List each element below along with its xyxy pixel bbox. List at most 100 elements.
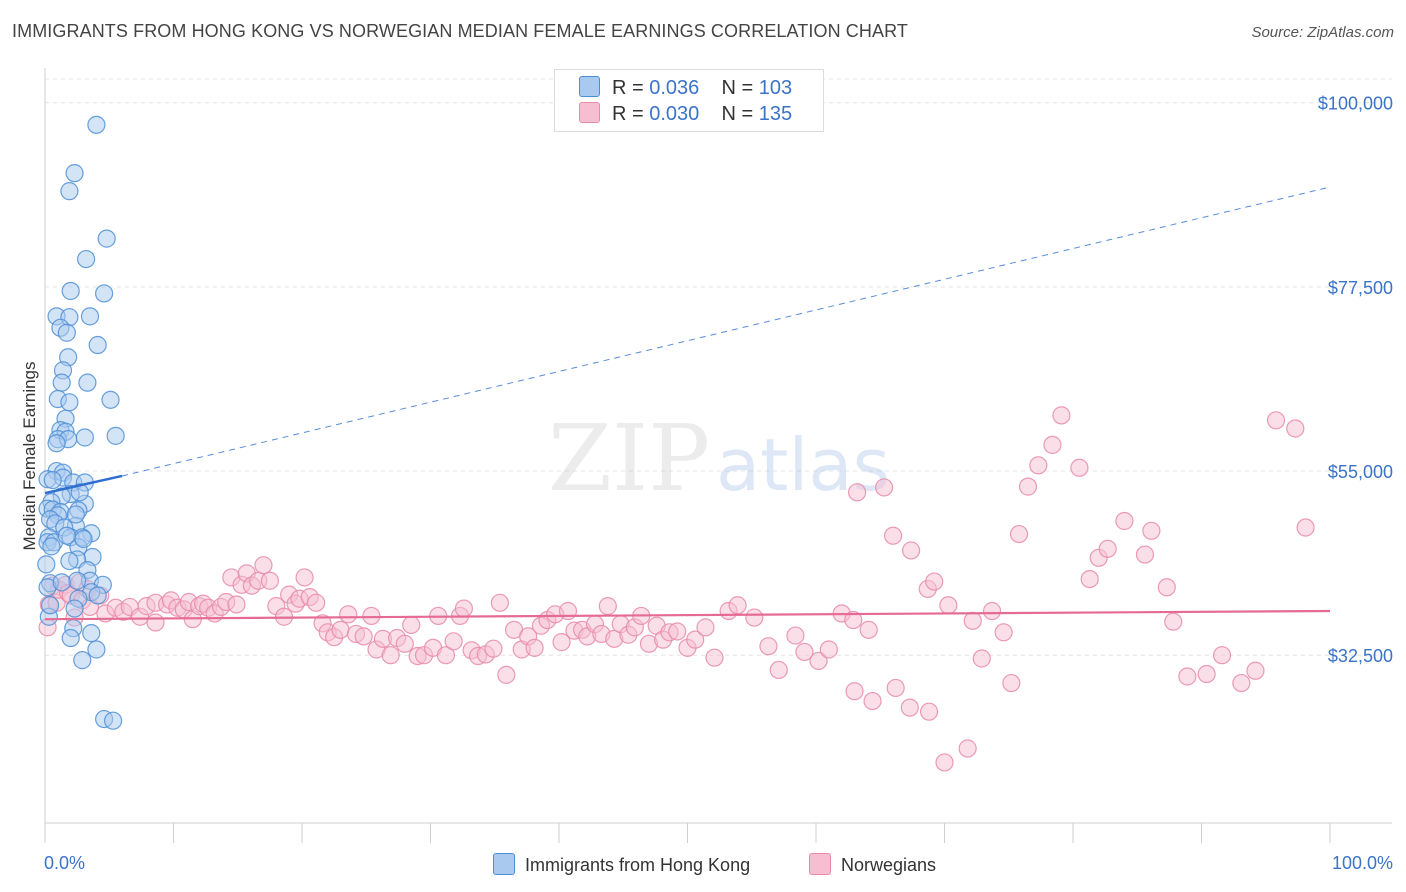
norwegians-point: [1043, 435, 1062, 454]
legend-row-norwegians: R = 0.030 N = 135: [579, 102, 792, 126]
norwegians-point: [863, 691, 882, 711]
y-tick-label: $32,500: [1328, 646, 1393, 666]
norwegians-point: [1197, 664, 1216, 684]
hong-kong-point: [77, 249, 96, 269]
hong-kong-point: [75, 428, 94, 447]
norwegians-point: [362, 606, 381, 626]
norwegians-point: [939, 596, 958, 615]
hong-kong-trend-extension: [121, 186, 1331, 477]
norwegians-point: [786, 626, 805, 645]
hong-kong-point: [78, 373, 97, 392]
norwegians-point: [497, 665, 516, 684]
hong-kong-point: [47, 434, 66, 453]
norwegians-point: [769, 660, 788, 680]
norwegians-point: [982, 601, 1002, 621]
hong-kong-points: [37, 115, 125, 730]
norwegians-point: [1052, 406, 1071, 425]
hong-kong-point: [65, 599, 84, 618]
watermark-zip: ZIP: [548, 405, 710, 512]
hong-kong-point: [60, 182, 79, 201]
hong-kong-point: [60, 393, 79, 412]
legend-item-norwegians[interactable]: Norwegians: [809, 853, 936, 876]
x-tick-label-end: 100.0%: [1332, 853, 1393, 873]
norwegians-point: [795, 642, 814, 662]
r-value: 0.036: [649, 77, 700, 99]
source-credit: Source: ZipAtlas.com: [1251, 24, 1394, 41]
norwegians-point: [1178, 667, 1197, 686]
x-tick-label-start: 0.0%: [44, 853, 85, 873]
norwegians-point: [1266, 411, 1286, 430]
legend-label: Immigrants from Hong Kong: [525, 855, 751, 875]
norwegians-points: [38, 406, 1315, 772]
hong-kong-point: [66, 505, 85, 524]
norwegians-point: [919, 702, 939, 721]
norwegians-point: [598, 597, 617, 616]
norwegians-point: [886, 678, 905, 698]
hong-kong-point: [73, 651, 92, 670]
norwegians-point: [728, 596, 747, 615]
r-value: 0.030: [649, 103, 700, 125]
hong-kong-trend-line: [44, 474, 123, 495]
norwegians-point: [1296, 518, 1315, 537]
norwegians-point: [1157, 578, 1176, 597]
norwegians-point: [859, 620, 878, 639]
legend-item-hong-kong[interactable]: Immigrants from Hong Kong: [493, 853, 750, 876]
hong-kong-point: [42, 537, 61, 556]
norwegians-point: [1070, 458, 1089, 477]
norwegians-point: [848, 483, 867, 502]
norwegians-point: [875, 478, 894, 497]
chart-title: IMMIGRANTS FROM HONG KONG VS NORWEGIAN M…: [12, 21, 908, 41]
hong-kong-point: [43, 470, 62, 490]
hong-kong-point: [52, 573, 71, 592]
hong-kong-point: [104, 711, 123, 730]
watermark: ZIP atlas: [548, 405, 890, 512]
y-tick-label: $77,500: [1328, 278, 1393, 298]
legend-swatch-pink: [809, 853, 831, 875]
norwegians-point: [146, 613, 165, 632]
y-tick-label: $55,000: [1328, 462, 1393, 482]
norwegians-point: [819, 640, 838, 659]
hong-kong-point: [87, 115, 106, 134]
legend-swatch-blue: [579, 76, 600, 97]
trend-lines: [44, 186, 1331, 621]
norwegians-point: [1018, 477, 1038, 496]
norwegians-point: [381, 646, 400, 665]
norwegians-point: [1164, 612, 1183, 631]
norwegians-point: [1002, 673, 1021, 693]
norwegians-point: [745, 608, 764, 627]
n-label: N =: [721, 77, 759, 99]
hong-kong-point: [60, 551, 79, 571]
hong-kong-point: [61, 281, 80, 301]
hong-kong-point: [87, 640, 106, 659]
hong-kong-point: [97, 229, 116, 248]
x-tick-labels: 0.0% 100.0%: [44, 853, 1393, 873]
norwegians-point: [484, 639, 503, 658]
norwegians-point: [705, 648, 724, 667]
norwegians-point: [668, 622, 687, 641]
norwegians-point: [525, 638, 544, 657]
norwegians-point: [1080, 569, 1099, 589]
hong-kong-point: [52, 373, 71, 392]
norwegians-point: [994, 623, 1013, 642]
norwegians-point: [844, 610, 863, 630]
norwegians-point: [1232, 673, 1251, 693]
correlation-legend: R = 0.036 N = 103 R = 0.030 N = 135: [554, 69, 824, 132]
hong-kong-point: [88, 335, 107, 355]
hong-kong-point: [101, 390, 120, 409]
norwegians-point: [260, 571, 279, 590]
norwegians-point: [1029, 456, 1048, 475]
hong-kong-point: [106, 426, 125, 445]
hong-kong-point: [74, 529, 93, 549]
legend-swatch-blue: [493, 853, 515, 875]
norwegians-point: [307, 593, 326, 612]
series-legend: Immigrants from Hong Kong Norwegians: [0, 853, 1406, 877]
hong-kong-point: [82, 624, 101, 643]
hong-kong-point: [88, 586, 107, 605]
hong-kong-point: [70, 483, 89, 502]
y-tick-label: $100,000: [1318, 94, 1393, 114]
norwegians-point: [963, 611, 982, 630]
norwegians-point: [900, 698, 919, 717]
norwegians-point: [845, 682, 864, 701]
norwegians-point: [295, 568, 314, 587]
